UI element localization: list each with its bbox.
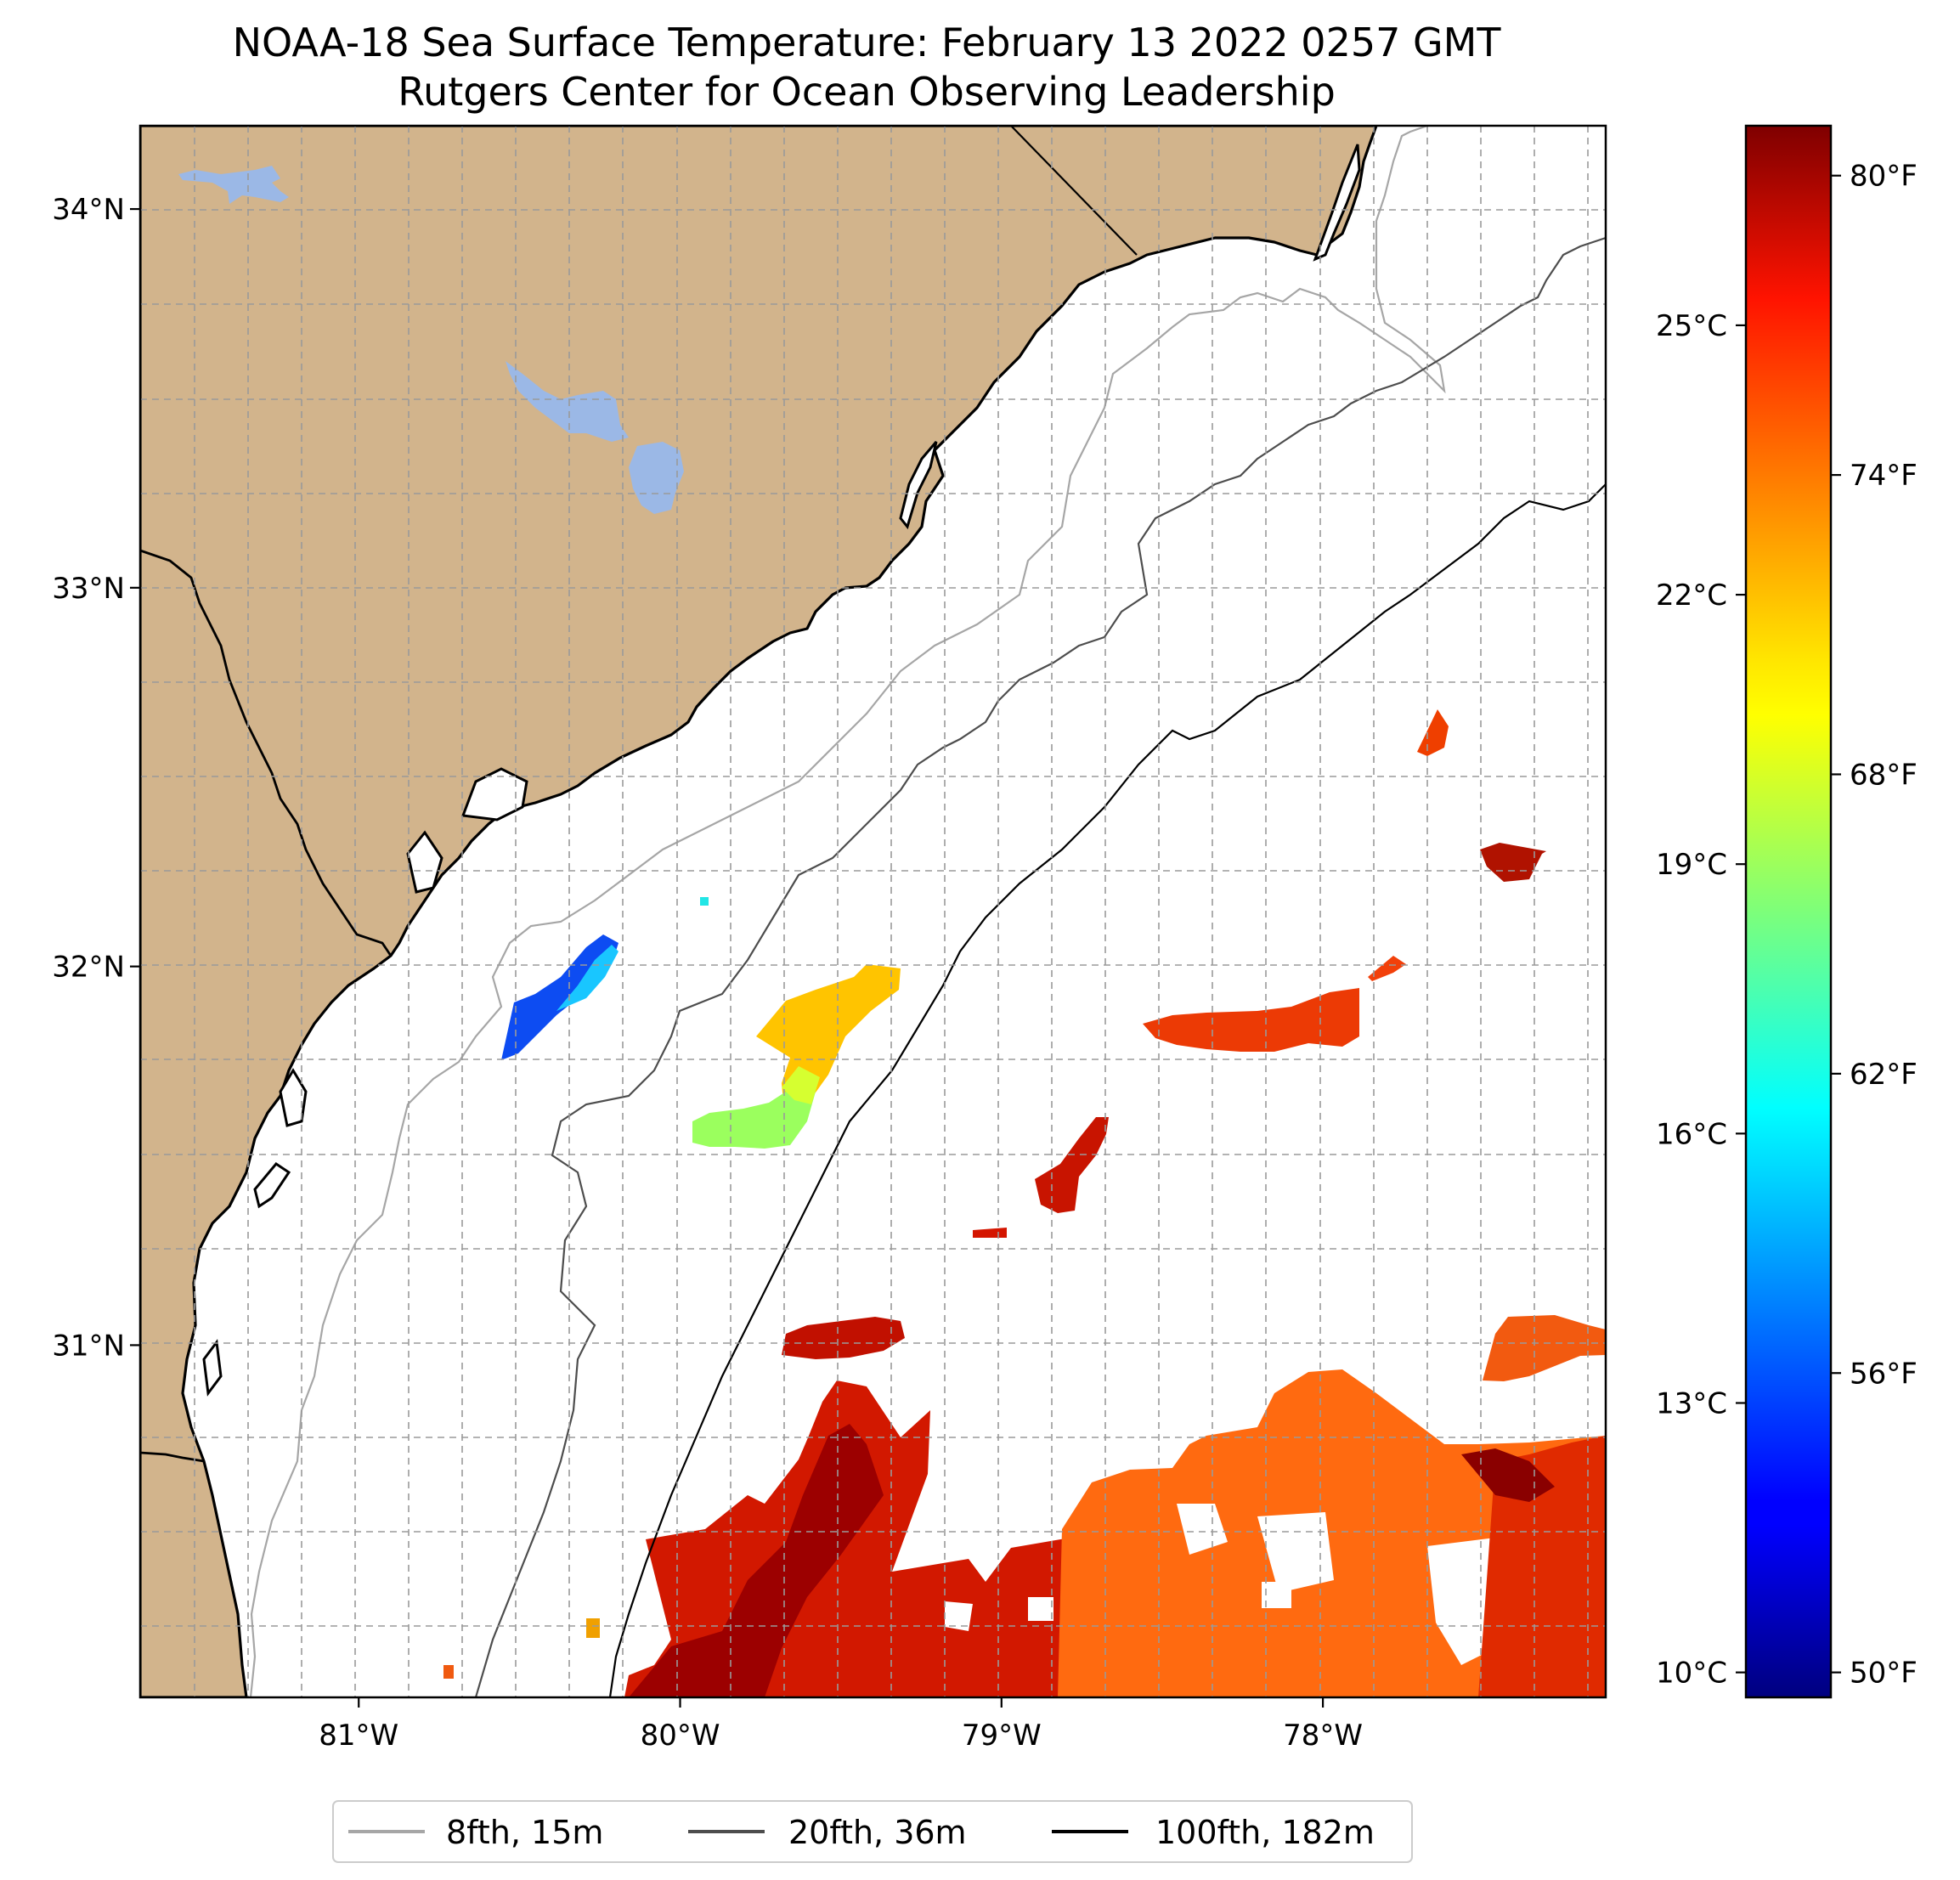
lon-tick-label-0: 81°W bbox=[319, 1719, 398, 1753]
title-line-2: Rutgers Center for Ocean Observing Leade… bbox=[398, 69, 1336, 115]
legend-box bbox=[332, 1800, 1413, 1863]
coastal-inlets bbox=[202, 144, 1361, 1397]
sst-patch-mid-east bbox=[1143, 988, 1359, 1052]
colorbar: 25°C 22°C 19°C 16°C 13°C 10°C 80°F 74°F 68°F 62°… bbox=[1656, 124, 1918, 1699]
land-mass bbox=[140, 126, 1378, 1697]
inlet-6 bbox=[253, 1162, 291, 1209]
sst-patch-east-darkred bbox=[1461, 1448, 1555, 1502]
cb-f-tick-label-5: 50°F bbox=[1850, 1657, 1918, 1691]
sst-patches bbox=[443, 709, 1606, 1697]
cb-c-tick-label-3: 16°C bbox=[1656, 1117, 1727, 1151]
sst-patch-south-gap-5 bbox=[1262, 1582, 1291, 1608]
sst-patch-speck-1 bbox=[700, 897, 709, 906]
isobath-20fth bbox=[474, 236, 1606, 1697]
legend-label-100fth: 100fth, 182m bbox=[1155, 1814, 1375, 1851]
lakes bbox=[178, 166, 684, 514]
lat-axis: 34°N 33°N 32°N 31°N bbox=[52, 193, 140, 1363]
sst-patch-south-gap-1 bbox=[1177, 1504, 1228, 1555]
isobath-100fth bbox=[608, 483, 1606, 1697]
cb-f-tick-label-2: 68°F bbox=[1850, 758, 1918, 792]
sst-patch-ne-1 bbox=[1417, 709, 1449, 756]
sst-patch-east-upper bbox=[1483, 1315, 1606, 1381]
inlet-7 bbox=[202, 1339, 223, 1397]
sst-patch-speck-2 bbox=[586, 1618, 600, 1638]
lon-tick-label-1: 80°W bbox=[641, 1719, 720, 1753]
state-border-inland bbox=[140, 549, 393, 957]
map-frame bbox=[138, 124, 1607, 1699]
sst-patch-mid-east-small bbox=[1368, 956, 1406, 981]
isobath-8fth bbox=[249, 126, 1446, 1697]
cb-f-tick-label-3: 62°F bbox=[1850, 1058, 1918, 1092]
legend-label-20fth: 20fth, 36m bbox=[788, 1814, 967, 1851]
cb-c-tick-label-4: 13°C bbox=[1656, 1386, 1727, 1420]
colorbar-fahrenheit-axis: 80°F 74°F 68°F 62°F 56°F 50°F bbox=[1831, 160, 1918, 1691]
lon-tick-label-3: 78°W bbox=[1283, 1719, 1363, 1753]
inlet-1 bbox=[1313, 144, 1361, 262]
lat-tick-label-3: 31°N bbox=[52, 1329, 125, 1363]
sst-patch-south-gap-6 bbox=[945, 1601, 973, 1631]
lake-3 bbox=[629, 442, 684, 514]
cb-c-tick-label-1: 22°C bbox=[1656, 579, 1727, 613]
sst-patch-speck-3 bbox=[443, 1665, 454, 1679]
sst-patch-mid-red bbox=[782, 1317, 905, 1359]
inlet-4 bbox=[406, 830, 443, 894]
sst-patch-cool-3 bbox=[782, 1066, 820, 1104]
colorbar-gradient bbox=[1744, 124, 1833, 1699]
cb-f-tick-label-4: 56°F bbox=[1850, 1357, 1918, 1391]
legend: 8fth, 15m 20fth, 36m 100fth, 182m bbox=[332, 1800, 1413, 1863]
cb-c-tick-label-5: 10°C bbox=[1656, 1657, 1727, 1691]
lat-tick-label-1: 33°N bbox=[52, 572, 125, 606]
sst-patch-south-darkred bbox=[629, 1424, 884, 1697]
sst-patch-mid-center-1 bbox=[1035, 1117, 1109, 1213]
cb-c-tick-label-0: 25°C bbox=[1656, 309, 1727, 343]
gridlines bbox=[140, 126, 1606, 1697]
lon-axis: 81°W 80°W 79°W 78°W bbox=[319, 1697, 1363, 1753]
gridlines-lon bbox=[194, 126, 1589, 1697]
inlet-3 bbox=[460, 767, 528, 821]
cb-f-tick-label-1: 74°F bbox=[1850, 459, 1918, 493]
sst-patch-ne-2 bbox=[1480, 843, 1546, 882]
state-border-south bbox=[140, 1451, 205, 1463]
cb-c-tick-label-2: 19°C bbox=[1656, 848, 1727, 882]
lat-tick-label-2: 32°N bbox=[52, 951, 125, 985]
colorbar-celsius-axis: 25°C 22°C 19°C 16°C 13°C 10°C bbox=[1656, 309, 1746, 1691]
lake-2 bbox=[506, 361, 629, 442]
sst-patch-east-red bbox=[1478, 1436, 1606, 1697]
lake-1 bbox=[178, 166, 289, 204]
sst-patch-coldest bbox=[501, 934, 619, 1060]
inlet-5 bbox=[279, 1068, 308, 1127]
title-line-1: NOAA-18 Sea Surface Temperature: Februar… bbox=[233, 20, 1502, 65]
map-panel bbox=[140, 126, 1606, 1697]
inlet-2 bbox=[899, 441, 938, 530]
lat-tick-label-0: 34°N bbox=[52, 193, 125, 227]
sst-patch-south-gap-4 bbox=[1028, 1597, 1053, 1621]
isobaths bbox=[249, 126, 1606, 1697]
legend-label-8fth: 8fth, 15m bbox=[446, 1814, 603, 1851]
sst-patch-coldest-teal bbox=[556, 945, 619, 1011]
lon-tick-label-2: 79°W bbox=[962, 1719, 1042, 1753]
cb-f-tick-label-0: 80°F bbox=[1850, 160, 1918, 194]
state-border bbox=[1010, 126, 1138, 256]
